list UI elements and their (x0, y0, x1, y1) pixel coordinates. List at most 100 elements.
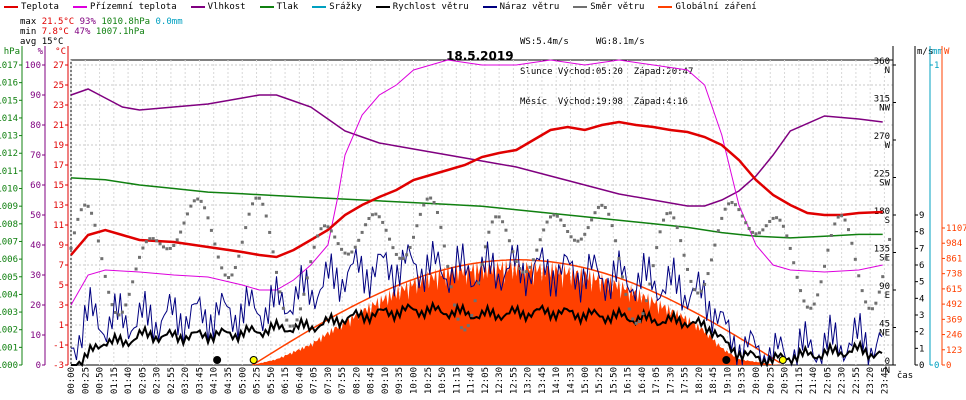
wind-dir-point (264, 214, 268, 218)
wind-dir-point (151, 237, 155, 241)
wind-dir-point (405, 253, 409, 257)
legend: Teplota Přízemní teplota Vlhkost Tlak Srážky… (4, 2, 771, 14)
wind-dir-point (747, 227, 751, 231)
wind-summary: WS:5.4m/s WG:8.1m/s (520, 37, 645, 47)
axis-tick-label-temperature: 19 (53, 141, 64, 151)
wind-dir-point (487, 230, 491, 234)
wind-dir-point (572, 238, 576, 242)
x-tick-label: 12:30 (495, 367, 505, 394)
axis-tick-label-wind_speed: 9 (919, 211, 924, 221)
series-wind-speed-line (71, 300, 883, 368)
legend-item: Rychlost větru (375, 2, 469, 12)
wind-dir-point (72, 231, 76, 235)
x-tick-label: 02:30 (153, 367, 163, 394)
wind-dir-point (117, 313, 121, 317)
marker-sunrise (249, 356, 258, 364)
wind-dir-point (518, 267, 522, 271)
wind-dir-point (644, 299, 648, 303)
wind-dir-point (459, 326, 463, 330)
wind-dir-point (833, 222, 837, 226)
wind-dir-point (829, 233, 833, 237)
axis-tick-label-wind_dir: N (885, 66, 890, 76)
axis-tick-label-wind_dir: N (885, 366, 890, 376)
axis-tick-label-wind_dir: 360 (874, 57, 890, 67)
wind-dir-point (131, 280, 135, 284)
x-tick-label: 10:00 (410, 367, 420, 394)
wind-dir-point (138, 255, 141, 259)
legend-label: Globální záření (675, 2, 757, 12)
wind-dir-point (292, 324, 296, 328)
wind-dir-point (333, 235, 337, 239)
axis-tick-label-wind_speed: 0 (919, 361, 924, 371)
legend-swatch (375, 5, 390, 8)
x-tick-label: 10:50 (438, 367, 448, 394)
stats-max-rain: 0.0mm (155, 17, 183, 27)
wind-dir-point (199, 199, 203, 203)
wind-dir-point (867, 306, 871, 310)
wind-dir-point (792, 261, 796, 265)
wind-dir-point (877, 290, 881, 294)
wind-dir-point (720, 216, 724, 220)
wind-dir-point (778, 218, 782, 222)
x-tick-label: 05:50 (267, 367, 277, 394)
wind-dir-point (374, 212, 378, 216)
axis-tick-label-humidity: 40 (30, 241, 41, 251)
wind-dir-point (816, 293, 820, 297)
wind-dir-point (566, 230, 570, 234)
axis-tick-label-wind_dir: W (885, 141, 891, 151)
wind-dir-point (281, 306, 285, 310)
x-tick-label: 17:05 (652, 367, 662, 394)
legend-label: Směr větru (590, 2, 645, 12)
wind-dir-point (679, 239, 683, 243)
wind-dir-point (110, 303, 114, 307)
stats-block: max 21.5°C 93% 1010.8hPa 0.0mm min 7.8°C… (20, 17, 183, 47)
wind-dir-point (127, 292, 131, 296)
x-tick-label: 02:05 (138, 367, 148, 394)
axis-unit-pressure: hPa (4, 47, 20, 57)
axis-tick-label-rain: 1 (934, 61, 939, 71)
x-tick-label: 09:35 (395, 367, 405, 394)
wind-dir-point (257, 196, 261, 200)
axis-tick-label-pressure: 1003 (0, 308, 18, 318)
axis-unit-wind_speed: m/s (917, 47, 933, 57)
stats-max-press: 1010.8hPa (101, 17, 151, 27)
x-tick-label: 18:20 (695, 367, 705, 394)
legend-swatch (658, 5, 673, 8)
wind-dir-point (709, 258, 713, 262)
wind-dir-point (261, 202, 265, 206)
wind-dir-point (93, 223, 97, 227)
wind-dir-point (655, 246, 659, 250)
wind-dir-point (429, 196, 433, 200)
wind-dir-point (322, 224, 326, 228)
wind-dir-point (182, 221, 186, 225)
wind-dir-point (559, 218, 563, 222)
wind-dir-point (617, 256, 621, 260)
wind-dir-point (439, 225, 443, 229)
series-pressure-line (70, 177, 883, 239)
axis-tick-label-wind_dir: 225 (874, 170, 890, 180)
wind-dir-point (223, 273, 227, 277)
axis-tick-label-temperature: -1 (53, 341, 64, 351)
x-tick-label: 20:00 (752, 367, 762, 394)
wind-dir-point (220, 266, 224, 270)
axis-unit-humidity: % (38, 47, 44, 57)
axis-unit-temperature: °C (55, 47, 66, 57)
stats-min-label: min (20, 27, 37, 37)
wind-dir-point (614, 239, 618, 243)
legend-item: Srážky (312, 2, 362, 12)
wind-dir-point (723, 207, 727, 211)
axis-tick-label-temperature: -3 (53, 361, 64, 371)
wind-dir-point (552, 213, 556, 217)
axis-tick-label-wind_dir: E (885, 291, 890, 301)
wind-dir-point (107, 290, 111, 294)
wind-dir-point (172, 243, 176, 247)
wind-dir-point (826, 248, 830, 252)
wind-dir-point (638, 319, 642, 323)
wind-dir-point (802, 299, 806, 303)
wind-dir-point (490, 220, 494, 224)
wind-dir-point (346, 252, 350, 256)
wind-dir-point (545, 220, 549, 224)
